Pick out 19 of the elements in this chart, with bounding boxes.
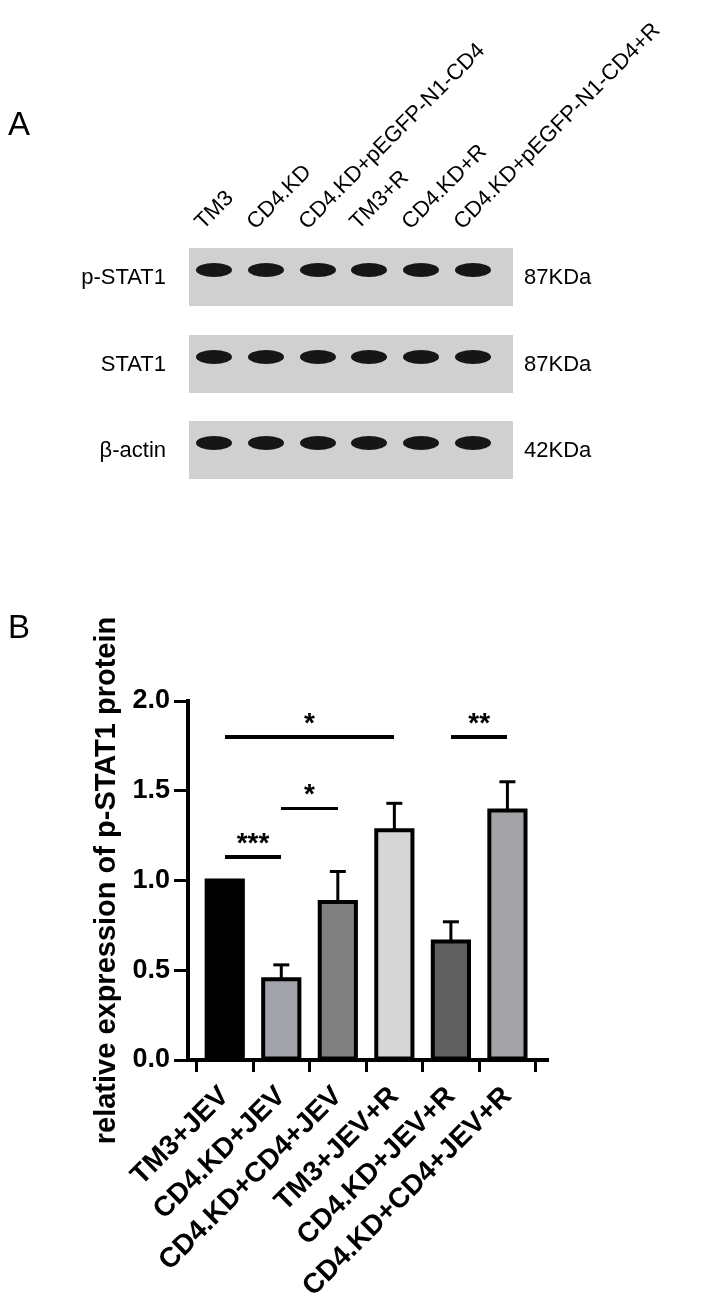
category-label: β-actin: [99, 437, 166, 462]
category-label: p-STAT1: [81, 264, 166, 289]
annotation: ***: [236, 826, 270, 858]
category-label: 42KDa: [524, 437, 592, 462]
y-tick-label: 0.0: [132, 1043, 170, 1074]
annotation: *: [304, 778, 316, 810]
text: A: [8, 105, 31, 142]
category-label: 87KDa: [524, 350, 592, 376]
annotation: *: [304, 706, 316, 738]
category-label: 87KDa: [524, 264, 592, 289]
y-tick-label: 1.5: [132, 774, 170, 805]
annotation: **: [468, 706, 491, 738]
y-tick-label: 0.5: [132, 953, 170, 984]
category-label: STAT1: [100, 350, 166, 376]
category-label: TM3: [188, 184, 238, 234]
y-tick-label: 2.0: [132, 684, 170, 715]
y-axis-title: relative expression of p-STAT1 protein: [89, 616, 122, 1145]
y-tick-label: 1.0: [132, 863, 170, 894]
chart-title: B: [8, 608, 31, 645]
